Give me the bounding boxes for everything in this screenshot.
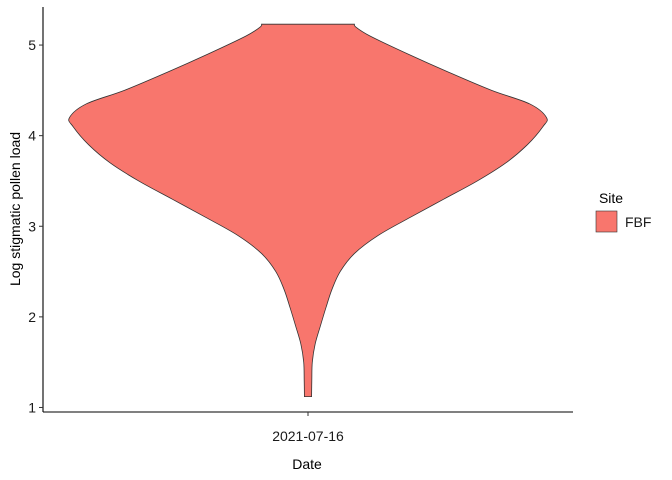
y-axis-ticks: 1 2 3 4 5 bbox=[28, 37, 43, 415]
y-tick-label: 2 bbox=[28, 309, 36, 325]
x-tick-label: 2021-07-16 bbox=[272, 428, 344, 444]
plot-area bbox=[68, 23, 548, 397]
legend: Site FBF bbox=[595, 190, 651, 233]
y-tick-label: 1 bbox=[28, 399, 36, 415]
violin-fbf bbox=[68, 23, 548, 397]
x-axis-ticks: 2021-07-16 bbox=[272, 412, 344, 444]
legend-title: Site bbox=[599, 190, 623, 206]
y-tick-label: 4 bbox=[28, 128, 36, 144]
legend-key-fbf bbox=[595, 210, 618, 233]
y-tick-label: 5 bbox=[28, 37, 36, 53]
y-axis-title: Log stigmatic pollen load bbox=[7, 132, 23, 286]
x-axis-title: Date bbox=[292, 456, 322, 472]
y-tick-label: 3 bbox=[28, 218, 36, 234]
legend-label-fbf: FBF bbox=[625, 214, 651, 230]
